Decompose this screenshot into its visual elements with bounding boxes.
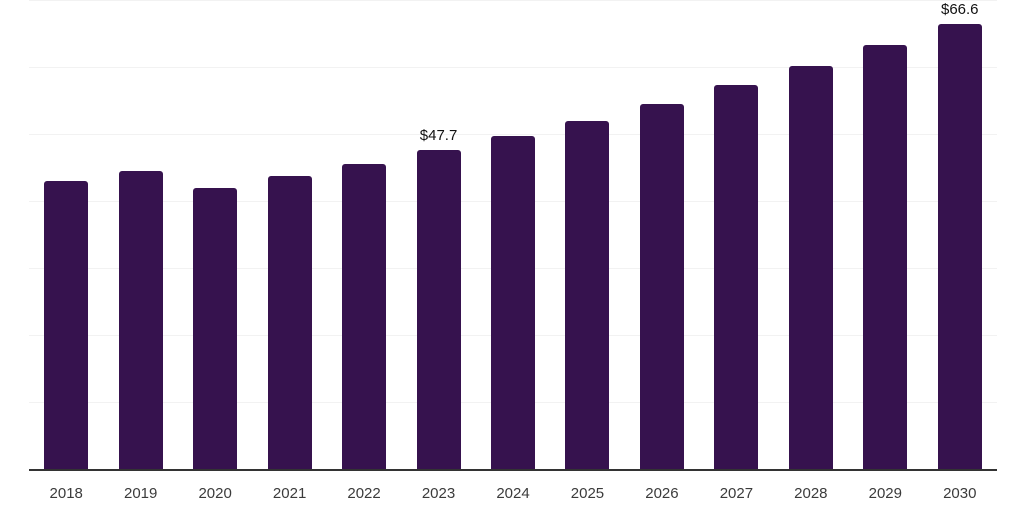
bar-2018 <box>44 181 89 470</box>
x-tick-2024: 2024 <box>496 485 530 502</box>
bar-2027 <box>714 84 759 470</box>
x-tick-2025: 2025 <box>570 485 605 502</box>
gridline <box>29 134 997 135</box>
x-tick-2030: 2030 <box>943 485 977 502</box>
x-tick-2021: 2021 <box>272 485 307 502</box>
x-tick-2026: 2026 <box>645 485 679 502</box>
bar-2025 <box>565 120 610 470</box>
x-tick-2018: 2018 <box>49 485 83 502</box>
x-tick-2020: 2020 <box>198 485 232 502</box>
bar-2030 <box>937 23 982 470</box>
bar-2021 <box>267 175 312 470</box>
bar-2020 <box>193 187 238 470</box>
bar-2022 <box>342 163 387 470</box>
plot-area: $47.7 $66.6 <box>29 0 997 470</box>
bar-2028 <box>788 66 833 470</box>
x-tick-2029: 2029 <box>868 485 902 502</box>
bar-2024 <box>491 135 535 470</box>
bar-2023 <box>416 150 461 470</box>
x-tick-2028: 2028 <box>794 485 828 502</box>
bar-2026 <box>639 103 684 470</box>
x-tick-2023: 2023 <box>421 485 456 502</box>
x-tick-2027: 2027 <box>719 485 754 502</box>
x-tick-2022: 2022 <box>347 485 381 502</box>
gridline <box>29 0 997 1</box>
data-label-2030: $66.6 <box>940 0 979 18</box>
x-tick-2019: 2019 <box>124 485 158 502</box>
gridline <box>29 67 997 68</box>
bar-2019 <box>118 170 163 470</box>
x-axis-line <box>29 469 997 471</box>
bar-2029 <box>863 44 908 470</box>
data-label-2023: $47.7 <box>419 127 458 145</box>
